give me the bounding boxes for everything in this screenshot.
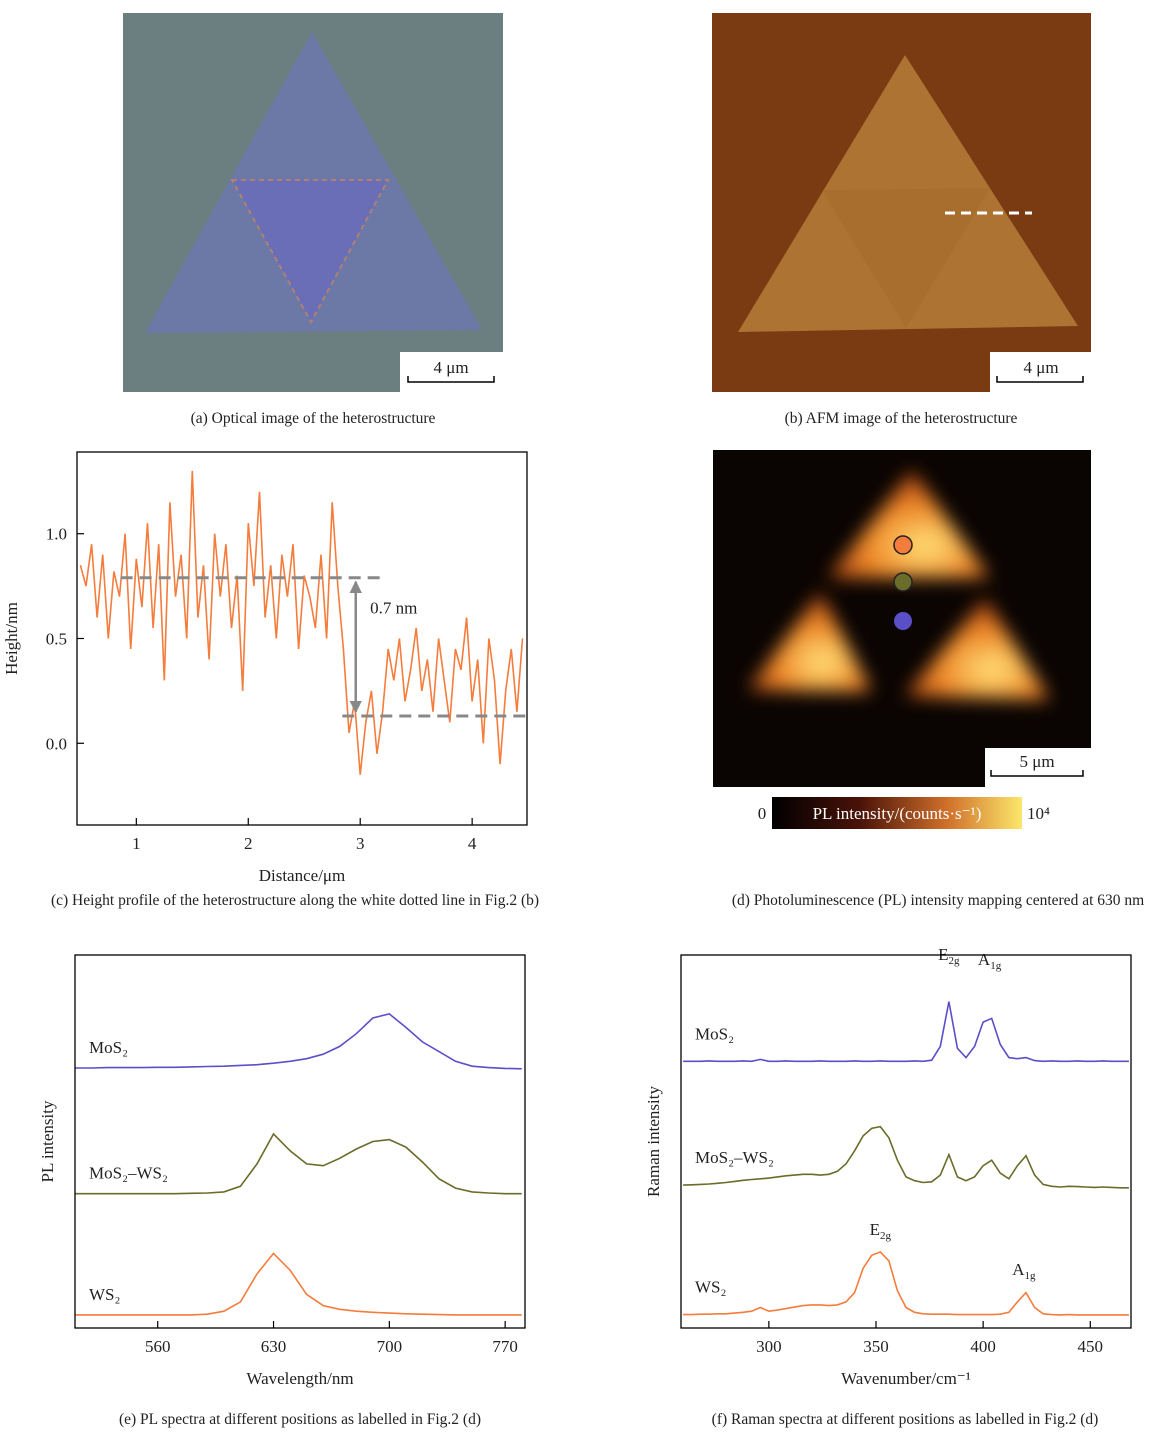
data-line (75, 1014, 522, 1069)
caption: (d) Photoluminescence (PL) intensity map… (732, 892, 1144, 909)
caption: (c) Height profile of the heterostructur… (51, 892, 539, 909)
annotation-sub: 1g (1024, 1270, 1036, 1282)
afm-image: 4 μm (712, 13, 1091, 392)
annotation-sub: 2g (880, 1230, 892, 1242)
plot-frame (77, 452, 527, 825)
x-tick-label: 400 (970, 1337, 996, 1356)
series-label: MoS₂–WS₂ (695, 1148, 774, 1167)
colorbar-max: 10⁴ (1027, 804, 1050, 823)
x-tick-label: 1 (132, 834, 141, 853)
plot: MoS₂ MoS₂–WS₂ WS₂ 560 630 700 770 Wavelength/nm… (38, 955, 525, 1428)
annotation-text: A (1012, 1260, 1025, 1279)
colorbar-label: PL intensity/(counts·s⁻¹) (813, 804, 982, 823)
figure: 4 μm (a) Optical image of the heterostru… (0, 0, 1176, 1432)
scale-bar-label: 5 μm (1019, 752, 1054, 771)
pl-map: 5 μm 0 PL intensity/(counts·s⁻¹) 10⁴ (713, 450, 1091, 829)
data-line (80, 471, 522, 775)
y-axis-label: Raman intensity (644, 1086, 663, 1197)
caption: (a) Optical image of the heterostructure (191, 410, 436, 427)
annotation-text: A (978, 950, 991, 969)
data-line (75, 1253, 522, 1315)
x-tick-label: 2 (244, 834, 253, 853)
x-tick-label: 700 (377, 1337, 403, 1356)
plot-frame (75, 955, 525, 1328)
plot: 0.7 nm 1 2 3 4 0.0 0.5 1.0 Distance/μm Height/nm (… (2, 452, 539, 909)
x-axis-label: Wavelength/nm (246, 1369, 353, 1388)
series-label: MoS₂ (695, 1024, 734, 1043)
x-tick-label: 4 (468, 834, 477, 853)
data-line (683, 1002, 1129, 1062)
x-tick-label: 770 (492, 1337, 518, 1356)
series-label: WS₂ (89, 1285, 120, 1304)
optical-image: 4 μm (123, 13, 503, 392)
series-label: WS₂ (695, 1278, 726, 1297)
data-line (683, 1252, 1129, 1315)
x-tick-label: 3 (356, 834, 365, 853)
series-label: MoS₂ (89, 1038, 128, 1057)
y-axis-label: Height/nm (2, 602, 21, 675)
annotation: 0.7 nm (370, 598, 417, 617)
annotation-sub: 1g (990, 960, 1002, 972)
x-tick-label: 350 (863, 1337, 889, 1356)
annotation: E2g (870, 1220, 892, 1242)
plot-frame (681, 955, 1131, 1328)
caption: (e) PL spectra at different positions as… (119, 1411, 481, 1428)
scale-bar-label: 4 μm (1023, 358, 1058, 377)
scale-bar-label: 4 μm (433, 358, 468, 377)
annotation-text: E (938, 945, 948, 964)
x-tick-label: 560 (145, 1337, 171, 1356)
caption: (f) Raman spectra at different positions… (712, 1411, 1099, 1428)
annotation-sub: 2g (949, 955, 961, 967)
x-tick-label: 450 (1078, 1337, 1104, 1356)
series-label: MoS₂–WS₂ (89, 1164, 168, 1183)
x-tick-label: 300 (756, 1337, 782, 1356)
position-marker (894, 536, 912, 554)
annotation: E2g (938, 945, 960, 967)
x-axis-label: Distance/μm (259, 866, 346, 885)
annotation-text: E (870, 1220, 880, 1239)
position-marker (894, 573, 912, 591)
annotation-text: 0.7 nm (370, 598, 417, 617)
colorbar-min: 0 (758, 804, 767, 823)
y-tick-label: 0.0 (46, 734, 67, 753)
annotation: A1g (1012, 1260, 1036, 1282)
caption: (b) AFM image of the heterostructure (785, 410, 1018, 427)
x-tick-label: 630 (261, 1337, 287, 1356)
y-tick-label: 0.5 (46, 630, 67, 649)
x-axis-label: Wavenumber/cm⁻¹ (841, 1369, 971, 1388)
annotation: A1g (978, 950, 1002, 972)
y-tick-label: 1.0 (46, 525, 67, 544)
position-marker (894, 612, 912, 630)
y-axis-label: PL intensity (38, 1100, 57, 1183)
